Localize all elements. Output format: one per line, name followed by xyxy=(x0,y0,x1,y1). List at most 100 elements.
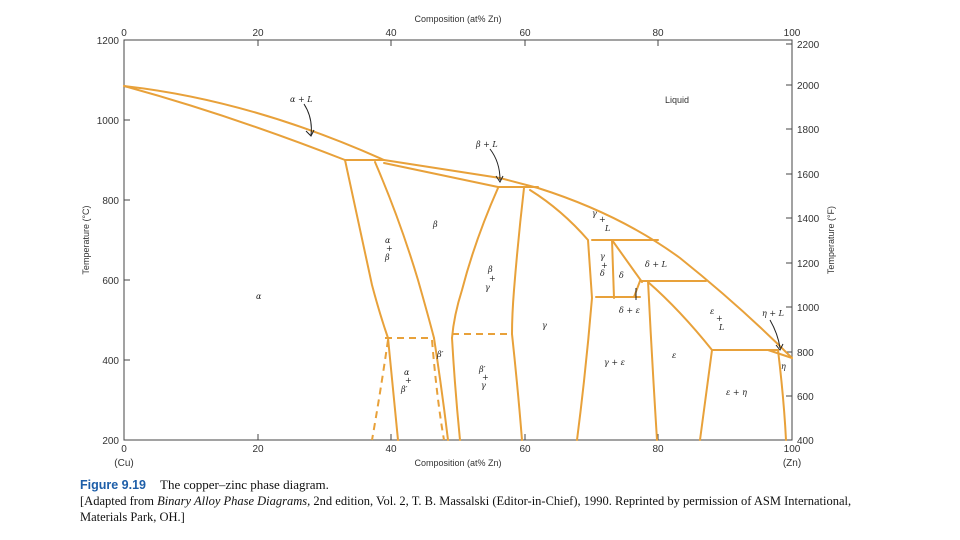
beta-solidus-line xyxy=(383,162,499,188)
label-epsilon-liquid: + xyxy=(716,314,723,323)
phase-boundaries xyxy=(123,85,793,441)
caption-source: [Adapted from Binary Alloy Phase Diagram… xyxy=(80,493,880,525)
right-tick-label: 2000 xyxy=(797,81,820,92)
label-delta: δ xyxy=(619,271,624,280)
top-axis: 0 20 40 60 80 100 Composition (at% Zn) xyxy=(121,14,801,46)
gamma-left-boundary xyxy=(511,187,525,335)
label-beta-plus-liquid: β + L xyxy=(475,140,498,149)
label-alpha-beta-prime: + xyxy=(405,376,412,385)
top-tick-label: 0 xyxy=(121,28,127,39)
label-gamma: γ xyxy=(542,321,547,330)
top-tick-label: 100 xyxy=(784,28,801,39)
left-tick-label: 200 xyxy=(102,436,119,447)
bottom-tick-label: 40 xyxy=(385,444,397,455)
label-gamma-delta: δ xyxy=(600,269,605,278)
top-tick-label: 20 xyxy=(252,28,264,39)
label-gamma-liquid: + xyxy=(599,215,606,224)
right-tick-label: 1800 xyxy=(797,125,820,136)
figure-caption: Figure 9.19 The copper–zinc phase diagram… xyxy=(80,477,880,525)
beta-prime-left xyxy=(433,337,449,441)
bottom-end-label-cu: (Cu) xyxy=(114,458,133,469)
label-gamma-delta: + xyxy=(601,261,608,270)
bottom-end-label-zn: (Zn) xyxy=(783,458,801,469)
right-tick-label: 600 xyxy=(797,392,814,403)
label-eta: η xyxy=(781,362,786,371)
label-epsilon-liquid: L xyxy=(718,323,724,332)
label-beta-gamma: + xyxy=(489,274,496,283)
gamma-right-boundary xyxy=(529,189,593,441)
beta-right-boundary xyxy=(451,187,499,339)
top-axis-title: Composition (at% Zn) xyxy=(414,14,501,24)
label-gamma-delta: γ xyxy=(600,252,605,261)
source-rest: 2nd edition, Vol. 2, T. B. Massalski (Ed… xyxy=(80,494,852,524)
label-beta-gamma: γ xyxy=(485,283,490,292)
right-tick-label: 1200 xyxy=(797,259,820,270)
figure-title: The copper–zinc phase diagram. xyxy=(160,477,329,492)
right-axis-title: Temperature (°F) xyxy=(826,206,836,274)
right-tick-label: 1400 xyxy=(797,214,820,225)
right-tick-label: 2200 xyxy=(797,40,820,51)
liquidus-line xyxy=(123,85,793,359)
figure-number: Figure 9.19 xyxy=(80,478,146,492)
plot-frame xyxy=(123,39,793,441)
label-beta-gamma: β xyxy=(487,265,493,274)
label-gamma-epsilon: γ + ε xyxy=(604,358,625,367)
label-liquid: Liquid xyxy=(665,95,689,105)
left-tick-label: 600 xyxy=(102,276,119,287)
eps-left xyxy=(647,280,658,441)
beta-dashed-continuation xyxy=(431,339,445,441)
right-tick-label: 800 xyxy=(797,348,814,359)
bottom-tick-label: 60 xyxy=(519,444,531,455)
label-arrows xyxy=(303,103,784,351)
label-delta-epsilon: δ + ε xyxy=(619,306,640,315)
label-beta-prime: β′ xyxy=(436,350,444,359)
beta-left-boundary xyxy=(374,161,435,339)
left-tick-label: 800 xyxy=(102,196,119,207)
left-tick-label: 400 xyxy=(102,356,119,367)
eps-right xyxy=(647,281,713,441)
label-alpha-beta: + xyxy=(386,244,393,253)
delta-right-upper xyxy=(611,239,643,283)
label-gamma-liquid: L xyxy=(604,224,610,233)
right-tick-label: 400 xyxy=(797,436,814,447)
right-tick-label: 1000 xyxy=(797,303,820,314)
label-beta-prime-gamma: + xyxy=(482,373,489,382)
eta-left xyxy=(777,349,787,441)
phase-labels: Liquid α + L β + L α β α + β β + γ γ γ +… xyxy=(256,95,786,397)
label-alpha-beta-prime: β′ xyxy=(400,385,408,394)
left-tick-label: 1200 xyxy=(97,36,120,47)
delta-eps-left xyxy=(633,280,641,298)
left-axis: 1200 1000 800 600 400 200 Temperature (°… xyxy=(81,36,130,447)
bottom-tick-label: 100 xyxy=(784,444,801,455)
top-tick-label: 80 xyxy=(652,28,664,39)
beta-prime-right xyxy=(451,337,461,441)
label-delta-liquid: δ + L xyxy=(645,260,667,269)
label-eta-liquid: η + L xyxy=(762,309,784,318)
label-alpha-beta: β xyxy=(384,253,390,262)
alpha-dashed-continuation xyxy=(371,339,389,441)
label-alpha-plus-liquid: α + L xyxy=(290,95,313,104)
delta-left xyxy=(611,239,615,299)
right-tick-label: 1600 xyxy=(797,170,820,181)
label-beta-prime-gamma: β′ xyxy=(478,365,486,374)
label-epsilon-eta: ε + η xyxy=(726,388,747,397)
caption-title-line: Figure 9.19 The copper–zinc phase diagram… xyxy=(80,477,880,493)
bottom-axis-title: Composition (at% Zn) xyxy=(414,458,501,468)
top-tick-label: 60 xyxy=(519,28,531,39)
label-beta-prime-gamma: γ xyxy=(481,381,486,390)
bottom-tick-label: 20 xyxy=(252,444,264,455)
right-axis: 2200 2000 1800 1600 1400 1200 1000 800 6… xyxy=(786,40,836,447)
label-alpha-beta: α xyxy=(385,236,391,245)
label-beta: β xyxy=(432,220,438,229)
label-alpha-beta-prime: α xyxy=(404,368,410,377)
eta-top xyxy=(767,349,793,359)
top-tick-label: 40 xyxy=(385,28,397,39)
bottom-axis: 0 20 40 60 80 100 (Cu) (Zn) Composition … xyxy=(114,434,801,469)
left-axis-title: Temperature (°C) xyxy=(81,205,91,274)
label-epsilon-liquid: ε xyxy=(710,307,714,316)
left-tick-label: 1000 xyxy=(97,116,120,127)
alpha-solidus-line xyxy=(123,85,346,161)
source-prefix: [Adapted from xyxy=(80,494,158,508)
source-book: Binary Alloy Phase Diagrams, xyxy=(157,494,311,508)
